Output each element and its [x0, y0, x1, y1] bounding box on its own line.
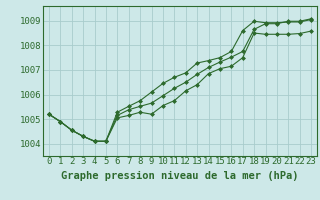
X-axis label: Graphe pression niveau de la mer (hPa): Graphe pression niveau de la mer (hPa) — [61, 171, 299, 181]
